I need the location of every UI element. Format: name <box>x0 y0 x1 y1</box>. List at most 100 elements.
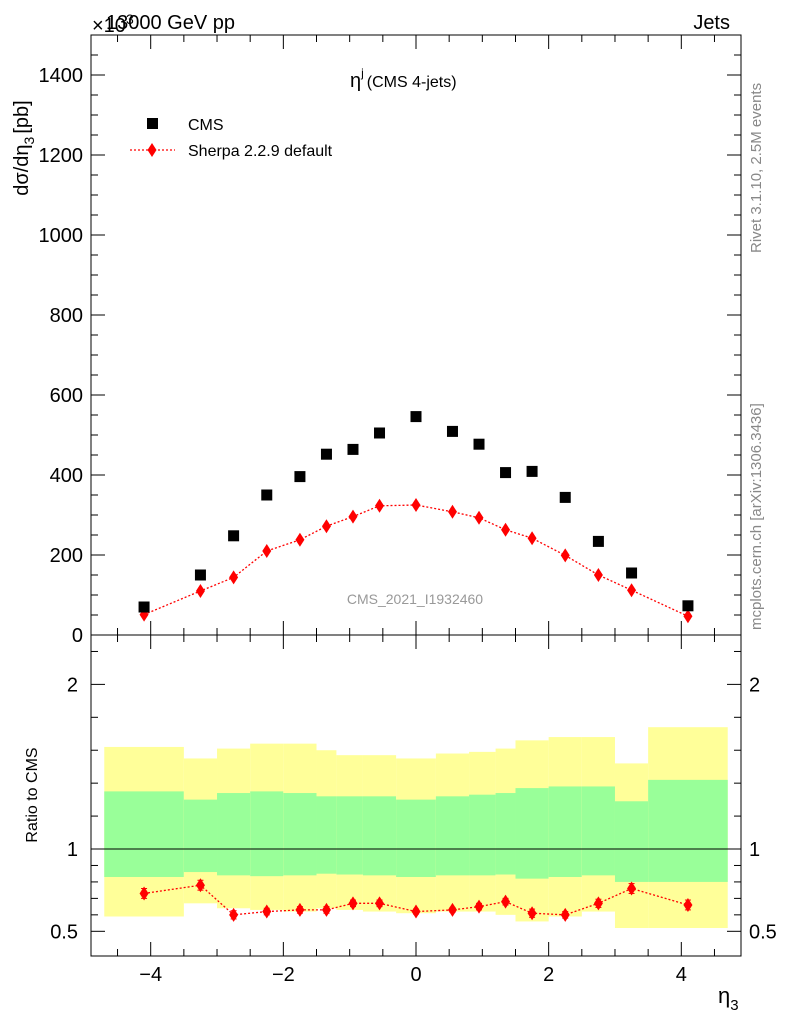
ratio-mc-point <box>683 897 693 912</box>
data-point <box>374 427 386 439</box>
data-point <box>261 489 273 501</box>
process-label: 13000 GeV pp <box>106 12 235 34</box>
ratio-mc-point <box>593 896 603 911</box>
band-inner-bin <box>581 786 615 876</box>
analysis-id: CMS_2021_I1932460 <box>347 591 483 607</box>
data-point <box>138 601 150 613</box>
band-inner-bin <box>217 793 251 876</box>
legend-mc-label: Sherpa 2.2.9 default <box>188 143 333 160</box>
mc-point <box>229 570 239 585</box>
data-point <box>294 471 306 483</box>
mc-point <box>411 498 421 512</box>
y-tick-label: 400 <box>50 465 83 487</box>
mc-series <box>139 498 693 624</box>
ratio-mc-point <box>560 907 570 922</box>
band-inner-bin <box>495 793 516 875</box>
x-tick-label: −2 <box>272 964 295 986</box>
data-point <box>228 530 240 542</box>
mc-point <box>348 509 358 524</box>
legend: CMS Sherpa 2.2.9 default <box>130 117 333 160</box>
x-tick-label: 4 <box>676 964 687 986</box>
ratio-y-tick-label-right: 1 <box>749 839 760 861</box>
ratio-y-tick-label: 0.5 <box>50 921 78 943</box>
data-point <box>592 535 604 547</box>
y-tick-label: 800 <box>50 305 83 327</box>
data-point <box>682 600 694 612</box>
plot-title: ηj(CMS 4-jets) <box>350 66 457 92</box>
data-point <box>446 425 458 437</box>
data-point <box>526 465 538 477</box>
ratio-y-tick-label: 1 <box>67 839 78 861</box>
mc-point <box>527 531 537 546</box>
x-tick-label: 0 <box>410 964 421 986</box>
mc-point <box>295 532 305 547</box>
ratio-mc-point <box>375 896 385 911</box>
band-inner-bin <box>469 794 496 876</box>
band-inner-bin <box>336 796 363 875</box>
mc-point <box>375 498 385 513</box>
mc-point <box>195 584 205 598</box>
ratio-mc-point <box>447 902 457 917</box>
x-axis-label: η3 <box>718 983 739 1014</box>
data-point <box>194 569 206 581</box>
y-multiplier: ×103 <box>92 11 134 37</box>
mc-point <box>447 504 457 519</box>
mc-point <box>321 519 331 534</box>
axes: 0 200 400 600 800 1000 1200 1400 −4 −2 0 2 4 0.5 0.5 1 1… <box>39 35 777 986</box>
data-point <box>559 491 571 503</box>
x-tick-label: −4 <box>139 964 162 986</box>
band-inner-bin <box>614 801 649 882</box>
category-label: Jets <box>693 12 730 34</box>
ratio-mc-point <box>139 886 149 901</box>
ratio-uncertainty-bands <box>104 727 728 929</box>
ratio-mc-point <box>229 907 239 922</box>
ratio-mc-series <box>139 878 693 922</box>
ratio-mc-point <box>195 878 205 893</box>
ratio-mc-point <box>262 904 272 919</box>
y-tick-label: 1400 <box>39 65 84 87</box>
band-inner-bin <box>283 793 317 876</box>
mc-point <box>474 510 484 525</box>
band-inner-bin <box>183 799 218 873</box>
ratio-y-tick-label-right: 2 <box>749 674 760 696</box>
band-inner-bin <box>515 788 549 879</box>
band-inner-bin <box>435 796 470 876</box>
mc-point <box>683 609 693 624</box>
mc-point <box>560 548 570 563</box>
y-axis-label: dσ/dη3[pb] <box>11 100 37 195</box>
data-series <box>138 411 694 613</box>
x-tick-label: 2 <box>543 964 554 986</box>
legend-mc-marker <box>147 143 157 157</box>
band-inner-bin <box>250 791 284 877</box>
rivet-label: Rivet 3.1.10, 2.5M events <box>748 83 765 253</box>
ratio-mc-point <box>411 904 421 919</box>
band-inner-bin <box>104 791 184 877</box>
y-tick-label: 1200 <box>39 145 84 167</box>
band-inner-bin <box>648 779 728 882</box>
ratio-mc-point <box>527 906 537 921</box>
ratio-y-tick-label: 2 <box>67 674 78 696</box>
ratio-mc-point <box>348 896 358 911</box>
data-point <box>410 411 422 423</box>
data-point <box>473 438 485 450</box>
y-tick-label: 200 <box>50 545 83 567</box>
y-tick-label: 600 <box>50 385 83 407</box>
band-inner-bin <box>548 786 582 877</box>
mcplots-label: mcplots.cern.ch [arXiv:1306.3436] <box>748 403 765 630</box>
data-point <box>320 448 332 460</box>
mc-point <box>627 583 637 598</box>
band-inner-bin <box>316 796 337 874</box>
ratio-y-tick-label-right: 0.5 <box>749 921 777 943</box>
ratio-mc-point <box>501 894 511 909</box>
ratio-mc-point <box>295 902 305 917</box>
ratio-mc-point <box>321 902 331 917</box>
y-tick-label: 1000 <box>39 225 84 247</box>
mc-point <box>593 568 603 582</box>
mc-point <box>262 544 272 558</box>
legend-data-marker <box>147 118 158 129</box>
mc-point <box>501 522 511 537</box>
y-tick-label: 0 <box>72 625 83 647</box>
band-inner-bin <box>396 799 436 877</box>
ratio-mc-point <box>627 881 637 896</box>
